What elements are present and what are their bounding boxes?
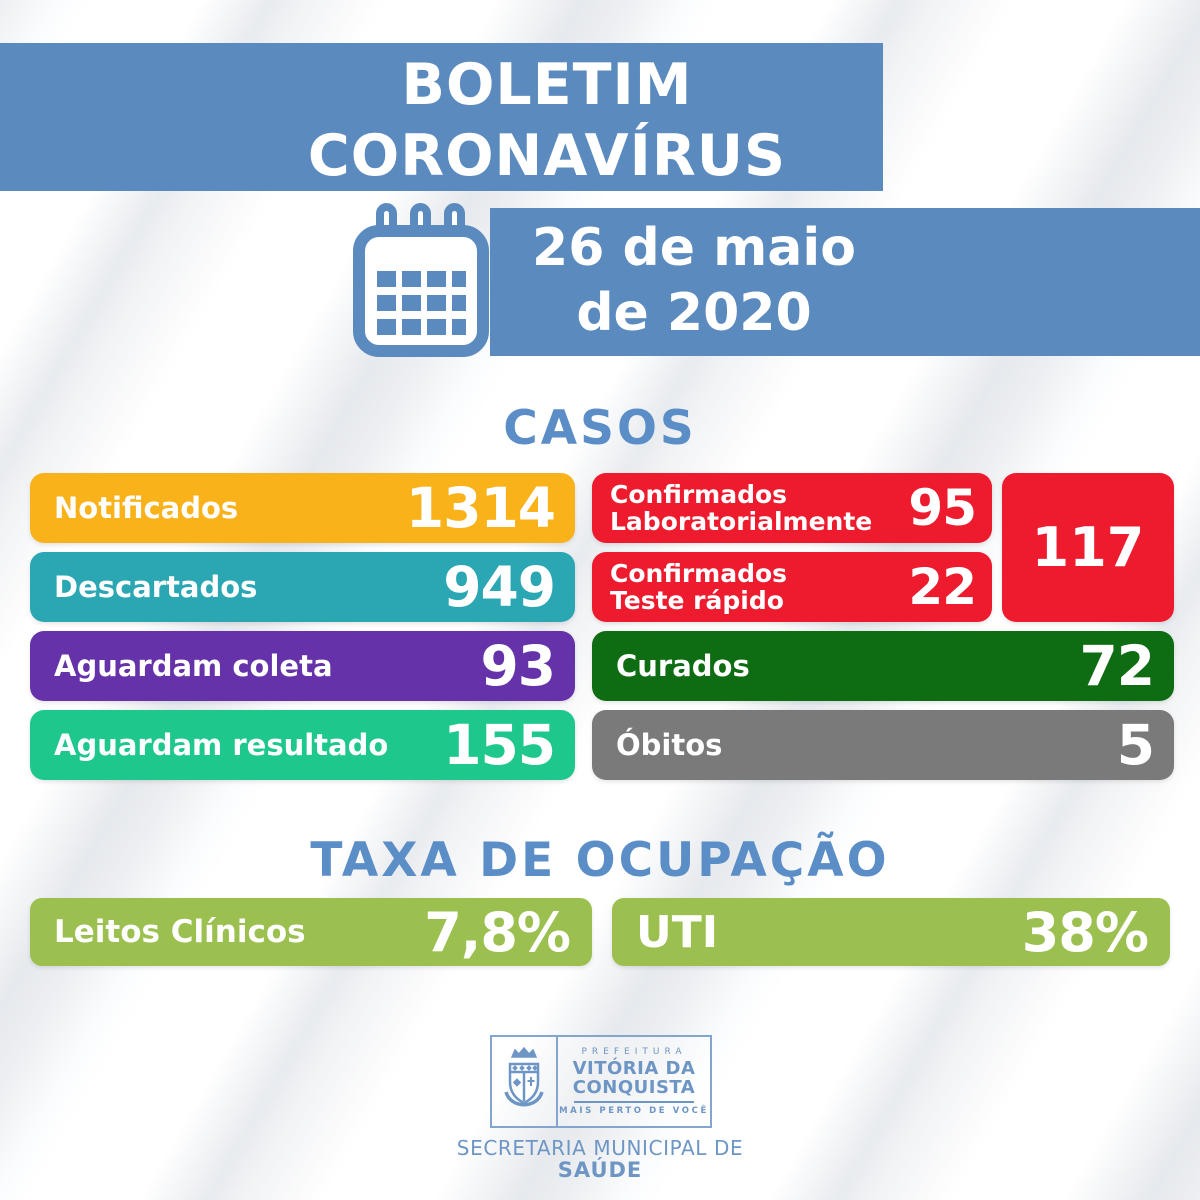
aguardam-coleta-value: 93	[480, 634, 556, 698]
uti-bar: UTI 38%	[612, 898, 1170, 966]
obitos-bar: Óbitos 5	[592, 710, 1174, 780]
casos-heading: CASOS	[503, 401, 697, 456]
curados-label: Curados	[616, 649, 750, 683]
logo-text: PREFEITURA VITÓRIA DA CONQUISTA MAIS PER…	[558, 1037, 710, 1126]
descartados-value: 949	[443, 555, 556, 619]
title-line1: BOLETIM	[401, 52, 693, 118]
date-banner: 26 de maio de 2020	[490, 208, 1200, 356]
taxa-heading: TAXA DE OCUPAÇÃO	[310, 833, 890, 888]
title-banner: BOLETIM CORONAVÍRUS	[0, 43, 883, 191]
confirmados-total-box: 117	[1002, 473, 1174, 622]
confirmados-laboratorial-label: Confirmados Laboratorialmente	[592, 481, 872, 535]
aguardam-coleta-label: Aguardam coleta	[54, 649, 333, 683]
obitos-label: Óbitos	[616, 728, 723, 762]
confirmados-teste-rapido-value: 22	[908, 558, 977, 616]
uti-value: 38%	[1021, 900, 1149, 964]
confirmados-laboratorial-label-line2: Laboratorialmente	[610, 507, 873, 536]
aguardam-resultado-bar: Aguardam resultado 155	[30, 710, 575, 780]
leitos-clinicos-value: 7,8%	[424, 900, 571, 964]
confirmados-laboratorial-bar: Confirmados Laboratorialmente 95	[592, 473, 992, 543]
secretaria-line1: SECRETARIA MUNICIPAL DE	[456, 1136, 744, 1160]
aguardam-resultado-value: 155	[443, 713, 556, 777]
uti-label: UTI	[636, 906, 719, 958]
curados-bar: Curados 72	[592, 631, 1174, 701]
bulletin-date: 26 de maio de 2020	[504, 216, 884, 346]
city-name-line2: CONQUISTA	[572, 1077, 696, 1098]
city-name-line1: VITÓRIA DA	[572, 1058, 696, 1079]
obitos-value: 5	[1116, 713, 1155, 777]
leitos-clinicos-bar: Leitos Clínicos 7,8%	[30, 898, 592, 966]
notificados-value: 1314	[405, 476, 556, 540]
coat-of-arms-icon	[492, 1037, 558, 1126]
confirmados-teste-rapido-label: Confirmados Teste rápido	[592, 560, 787, 614]
title-line2: CORONAVÍRUS	[307, 123, 787, 189]
confirmados-teste-rapido-label-line2: Teste rápido	[610, 586, 784, 615]
prefeitura-logo: PREFEITURA VITÓRIA DA CONQUISTA MAIS PER…	[490, 1035, 712, 1128]
aguardam-resultado-label: Aguardam resultado	[54, 728, 389, 762]
bulletin-title: BOLETIM CORONAVÍRUS	[225, 50, 869, 192]
slogan-label: MAIS PERTO DE VOCÊ	[559, 1106, 709, 1116]
aguardam-coleta-bar: Aguardam coleta 93	[30, 631, 575, 701]
calendar-icon	[352, 203, 490, 357]
prefeitura-label: PREFEITURA	[581, 1047, 687, 1057]
notificados-bar: Notificados 1314	[30, 473, 575, 543]
descartados-label: Descartados	[54, 570, 258, 604]
curados-value: 72	[1079, 634, 1155, 698]
descartados-bar: Descartados 949	[30, 552, 575, 622]
confirmados-teste-rapido-label-line1: Confirmados	[610, 559, 788, 588]
notificados-label: Notificados	[54, 491, 239, 525]
secretaria-line2: SAÚDE	[557, 1158, 643, 1182]
date-line2: de 2020	[576, 283, 812, 343]
leitos-clinicos-label: Leitos Clínicos	[54, 914, 306, 950]
date-line1: 26 de maio	[532, 218, 856, 278]
logo-divider	[574, 1101, 694, 1103]
confirmados-teste-rapido-bar: Confirmados Teste rápido 22	[592, 552, 992, 622]
confirmados-laboratorial-value: 95	[908, 479, 977, 537]
confirmados-laboratorial-label-line1: Confirmados	[610, 480, 788, 509]
